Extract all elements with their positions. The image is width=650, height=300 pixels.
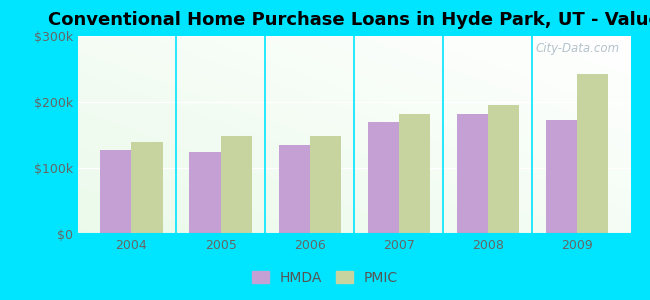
Bar: [100, 149, 131, 234]
Bar: [488, 105, 519, 234]
Bar: [131, 142, 162, 234]
Bar: [309, 136, 341, 234]
Text: City-Data.com: City-Data.com: [536, 42, 619, 55]
Legend: HMDA, PMIC: HMDA, PMIC: [246, 265, 404, 290]
Bar: [368, 122, 399, 234]
Bar: [278, 145, 309, 234]
Title: Conventional Home Purchase Loans in Hyde Park, UT - Value: Conventional Home Purchase Loans in Hyde…: [48, 11, 650, 29]
Bar: [577, 74, 608, 234]
Bar: [220, 136, 252, 234]
Bar: [399, 114, 430, 234]
Bar: [457, 114, 488, 234]
Bar: [546, 121, 577, 234]
Bar: [189, 152, 220, 234]
